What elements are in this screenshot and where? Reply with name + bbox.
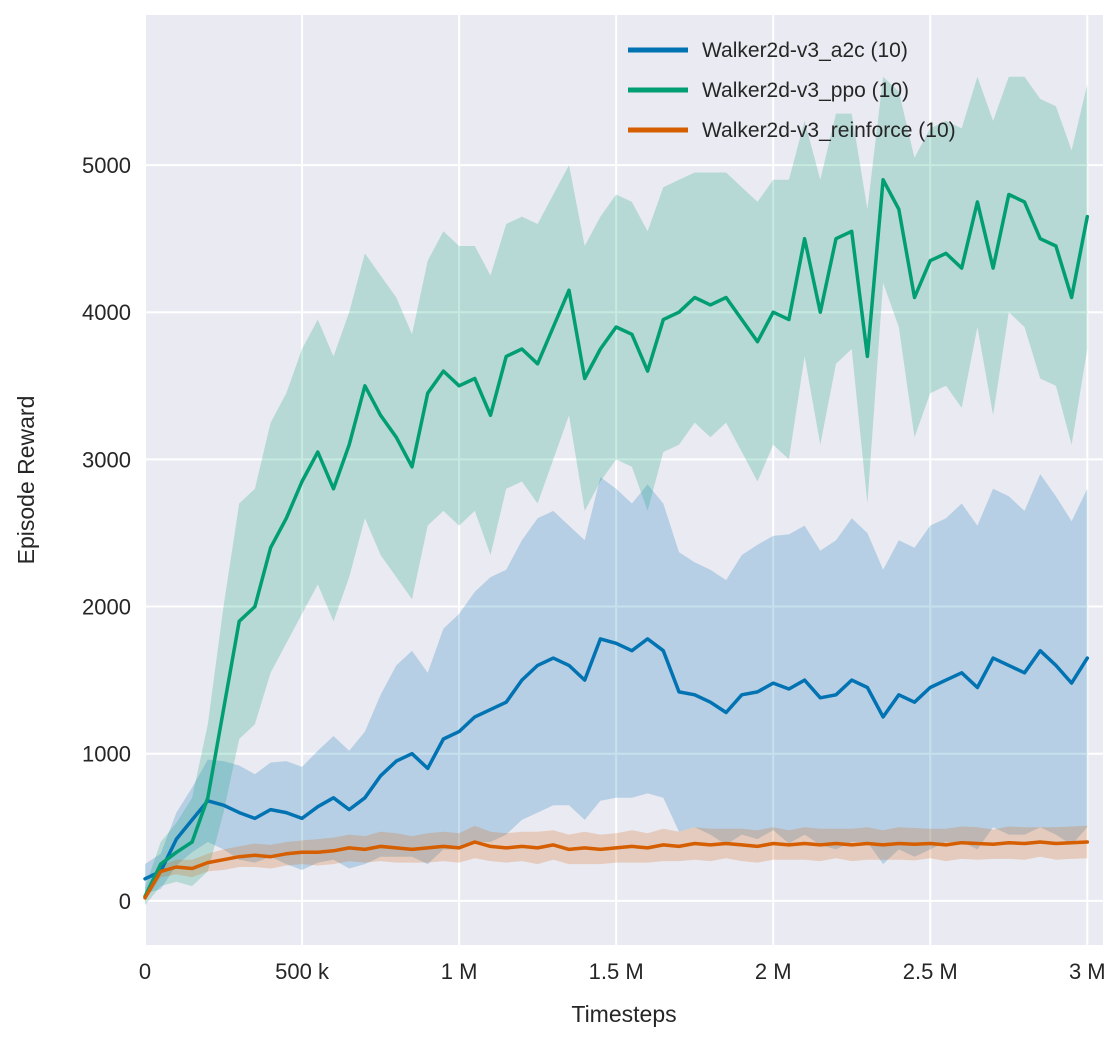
y-tick-label: 5000 [82,153,131,178]
x-tick-label: 3 M [1069,959,1106,984]
legend-label: Walker2d-v3_a2c (10) [702,39,908,62]
series-line [143,637,1090,881]
series-line [143,178,1090,899]
x-axis-label: Timesteps [571,1001,676,1027]
x-tick-label: 1 M [441,959,478,984]
x-tick-label: 2 M [755,959,792,984]
x-tick-label: 0 [139,959,151,984]
y-tick-label: 3000 [82,447,131,472]
legend: Walker2d-v3_a2c (10) Walker2d-v3_ppo (10)… [628,39,956,142]
legend-label: Walker2d-v3_ppo (10) [702,79,909,102]
series-band [145,76,1088,906]
x-tick-label: 1.5 M [589,959,644,984]
x-tick-label: 2.5 M [903,959,958,984]
y-tick-label: 2000 [82,595,131,620]
series-line [143,840,1090,900]
x-tick-label: 500 k [275,959,330,984]
y-axis-label: Episode Reward [13,396,39,565]
y-tick-label: 1000 [82,742,131,767]
y-tick-label: 4000 [82,300,131,325]
y-tick-label: 0 [119,889,131,914]
series-band [145,474,1088,894]
legend-label: Walker2d-v3_reinforce (10) [702,119,956,142]
plot-layer [143,15,1103,945]
ticks-layer: 0 1000 2000 3000 4000 5000 0 500 k 1 M 1.5 M 2 M 2.… [82,153,1106,984]
